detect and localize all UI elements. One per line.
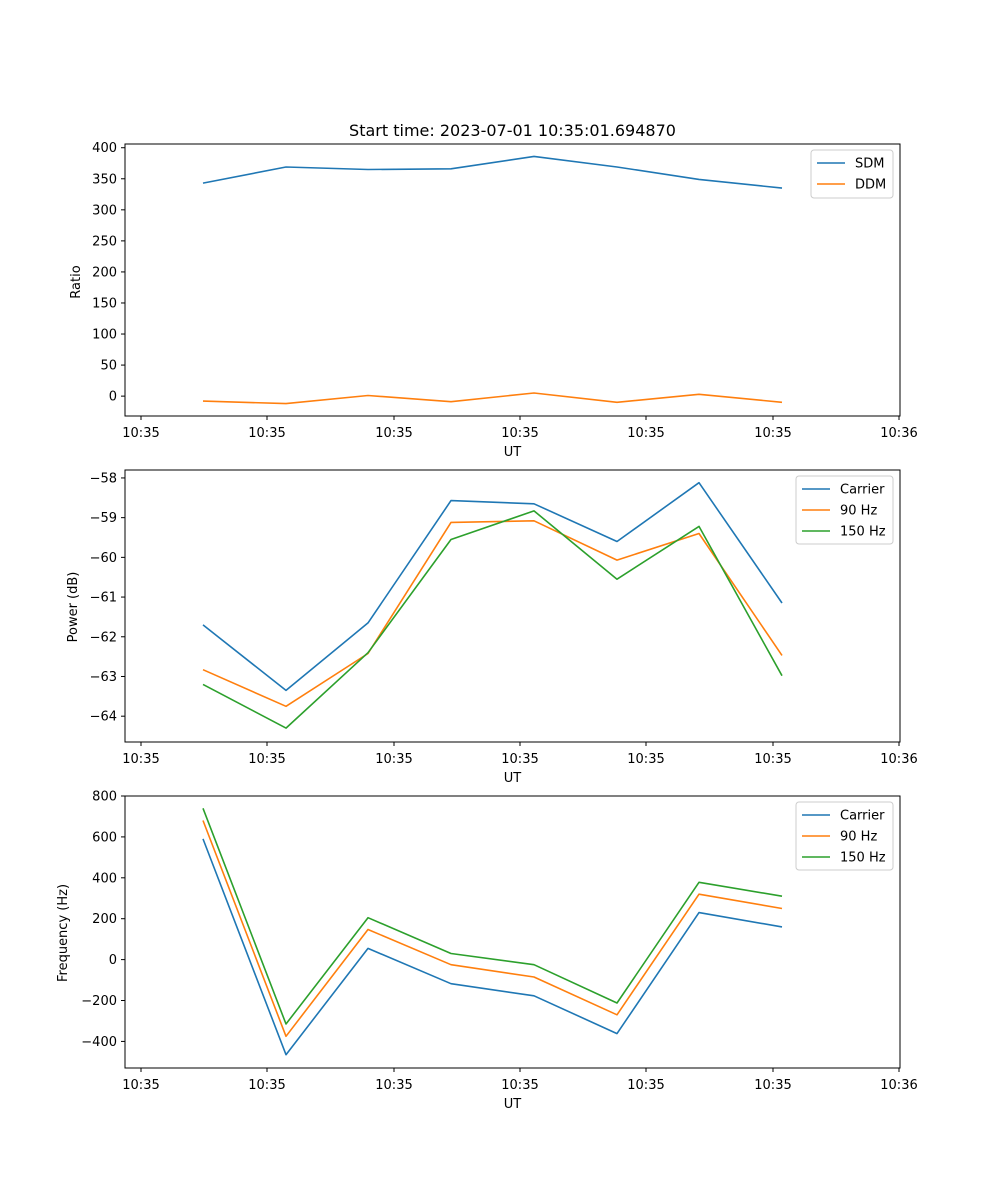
legend-box <box>795 475 894 545</box>
y-axis-label: Frequency (Hz) <box>56 884 71 982</box>
legend-box <box>795 801 894 871</box>
legend-label: Carrier <box>840 809 885 824</box>
legend-label: 90 Hz <box>840 504 877 519</box>
x-tick-label: 10:35 <box>754 1078 791 1093</box>
x-tick-label: 10:35 <box>627 426 664 441</box>
legend-label: SDM <box>855 157 884 172</box>
y-tick-label: 300 <box>92 203 117 218</box>
series-line-sdm <box>202 155 783 189</box>
x-tick-label: 10:35 <box>501 752 538 767</box>
y-tick-label: 400 <box>92 141 117 156</box>
legend-label: DDM <box>855 178 886 193</box>
y-tick-label: 400 <box>92 871 117 886</box>
series-line-90-hz <box>202 820 783 1038</box>
y-axis-label: Power (dB) <box>66 572 81 643</box>
x-axis-label: UT <box>504 445 522 460</box>
series-line-ddm <box>202 392 783 405</box>
y-tick-label: −200 <box>81 994 117 1009</box>
y-tick-label: 150 <box>92 296 117 311</box>
x-tick-label: 10:35 <box>375 1078 412 1093</box>
subplot-ratio: Start time: 2023-07-01 10:35:01.694870 0… <box>69 121 918 460</box>
x-tick-label: 10:35 <box>375 752 412 767</box>
legend-label: Carrier <box>840 483 885 498</box>
y-tick-label: −64 <box>90 710 117 725</box>
y-tick-label: −400 <box>81 1035 117 1050</box>
subplot-frequency: −400 −200 0 200 400 600 800 10:35 10:35 10:35 10:3… <box>56 790 918 1113</box>
y-tick-label: 350 <box>92 172 117 187</box>
legend-label: 150 Hz <box>840 851 886 866</box>
y-tick-label: 600 <box>92 830 117 845</box>
x-tick-label: 10:35 <box>754 752 791 767</box>
x-tick-label: 10:35 <box>375 426 412 441</box>
series-line-carrier <box>202 838 783 1056</box>
subplot-power: −64 −63 −62 −61 −60 −59 −58 10:35 10:35 10:35 10:3… <box>66 469 918 786</box>
x-tick-label: 10:36 <box>880 752 917 767</box>
x-axis-label: UT <box>504 771 522 786</box>
y-tick-label: 250 <box>92 234 117 249</box>
series-line-90-hz <box>202 519 783 708</box>
x-tick-label: 10:35 <box>248 426 285 441</box>
series-line-150-hz <box>202 510 783 729</box>
axes-frame <box>124 143 901 417</box>
y-tick-label: 0 <box>109 390 117 405</box>
y-tick-label: 800 <box>92 790 117 805</box>
y-tick-label: −58 <box>90 471 117 486</box>
y-tick-label: 200 <box>92 912 117 927</box>
y-tick-label: −60 <box>90 551 117 566</box>
x-tick-label: 10:35 <box>122 752 159 767</box>
x-tick-label: 10:35 <box>627 752 664 767</box>
y-axis-label: Ratio <box>69 265 84 298</box>
x-tick-label: 10:36 <box>880 426 917 441</box>
x-axis-label: UT <box>504 1097 522 1112</box>
x-tick-label: 10:35 <box>627 1078 664 1093</box>
chart-title: Start time: 2023-07-01 10:35:01.694870 <box>349 121 676 140</box>
x-tick-label: 10:35 <box>122 426 159 441</box>
y-tick-label: 0 <box>109 953 117 968</box>
y-tick-label: −62 <box>90 630 117 645</box>
x-tick-label: 10:35 <box>754 426 791 441</box>
series-line-150-hz <box>202 808 783 1025</box>
x-tick-label: 10:35 <box>248 1078 285 1093</box>
y-tick-label: −63 <box>90 670 117 685</box>
x-tick-label: 10:35 <box>122 1078 159 1093</box>
legend-label: 150 Hz <box>840 525 886 540</box>
axes-frame <box>124 795 901 1069</box>
series-line-carrier <box>202 481 783 692</box>
y-tick-label: −59 <box>90 511 117 526</box>
x-tick-label: 10:35 <box>501 1078 538 1093</box>
y-tick-label: 200 <box>92 265 117 280</box>
x-tick-label: 10:35 <box>501 426 538 441</box>
x-tick-label: 10:36 <box>880 1078 917 1093</box>
axes-frame <box>124 469 901 743</box>
legend-box <box>810 149 894 199</box>
y-tick-label: −61 <box>90 591 117 606</box>
legend-label: 90 Hz <box>840 830 877 845</box>
x-tick-label: 10:35 <box>248 752 285 767</box>
y-tick-label: 100 <box>92 328 117 343</box>
y-tick-label: 50 <box>100 359 117 374</box>
